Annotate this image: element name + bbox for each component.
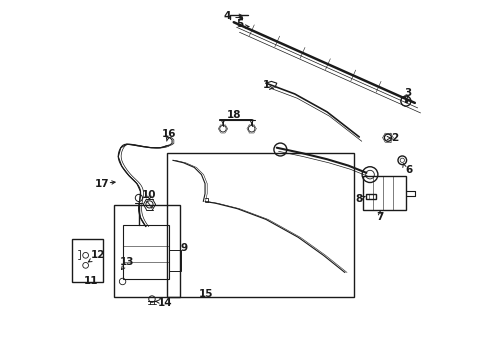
Text: 1: 1 bbox=[262, 80, 269, 90]
Bar bbox=[113, 205, 180, 297]
Text: 12: 12 bbox=[91, 250, 105, 260]
Text: 4: 4 bbox=[224, 12, 231, 22]
Text: 16: 16 bbox=[162, 129, 176, 139]
Bar bbox=[167, 153, 353, 297]
Text: 18: 18 bbox=[227, 110, 241, 120]
Text: 7: 7 bbox=[376, 212, 383, 221]
Text: 9: 9 bbox=[181, 243, 187, 253]
Text: 11: 11 bbox=[83, 276, 98, 286]
Bar bbox=[72, 239, 102, 282]
Text: 2: 2 bbox=[391, 133, 398, 143]
Text: 5: 5 bbox=[236, 19, 244, 29]
Text: 6: 6 bbox=[404, 165, 411, 175]
Text: 8: 8 bbox=[354, 194, 362, 204]
Text: 17: 17 bbox=[94, 179, 109, 189]
Text: 15: 15 bbox=[198, 289, 213, 299]
Text: 3: 3 bbox=[403, 88, 410, 98]
Text: 14: 14 bbox=[157, 298, 172, 308]
Text: 13: 13 bbox=[120, 257, 134, 267]
Text: 10: 10 bbox=[142, 190, 156, 201]
